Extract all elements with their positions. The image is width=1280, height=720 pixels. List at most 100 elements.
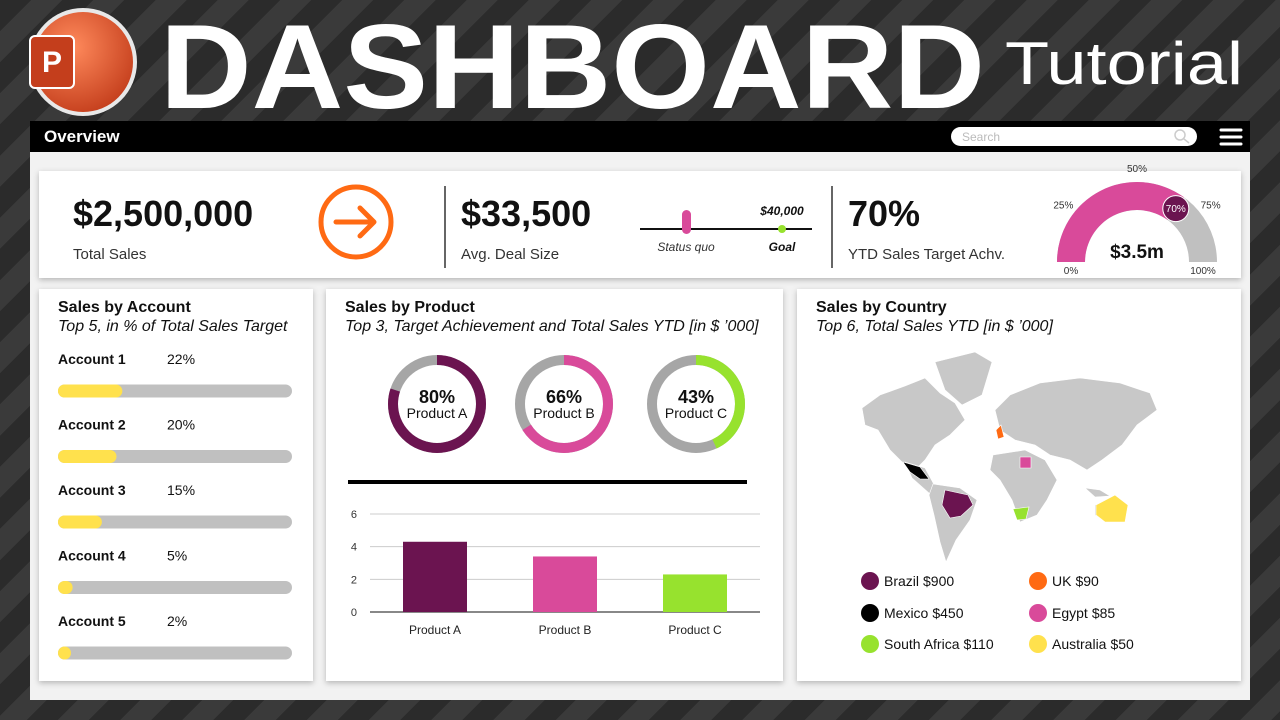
menu-button[interactable]: [1219, 128, 1243, 146]
gauge-marker-label: 70%: [1166, 204, 1186, 215]
status-label: Status quo: [657, 240, 715, 254]
account-value: 22%: [167, 351, 195, 367]
legend-entry: Egypt $85: [1052, 605, 1115, 621]
gauge-tick-label: 25%: [1053, 200, 1073, 211]
gauge-tick-label: 0%: [1064, 266, 1079, 277]
search-placeholder: Search: [962, 130, 1000, 144]
y-tick-label: 2: [351, 574, 357, 586]
legend-name: UK: [1052, 573, 1072, 589]
legend-name: Brazil: [884, 573, 919, 589]
kpi-value: $2,500,000: [73, 193, 253, 234]
y-tick-label: 0: [351, 607, 357, 619]
x-tick-label: Product A: [409, 623, 461, 637]
gauge-value: [1057, 182, 1185, 262]
legend-dot: [1029, 604, 1047, 622]
card-title: Sales by Country: [816, 299, 947, 316]
legend-dot: [1029, 635, 1047, 653]
card-subtitle: Top 3, Target Achievement and Total Sale…: [345, 318, 759, 335]
search-icon-handle: [1183, 138, 1190, 144]
account-card: [39, 289, 313, 681]
map-highlights: [902, 424, 1129, 523]
donut-value-label: 43%: [678, 387, 714, 407]
card-title: Sales by Account: [58, 299, 191, 316]
logo-tile: [29, 35, 75, 89]
account-label: Account 4: [58, 548, 126, 564]
legend-value: $90: [1075, 573, 1099, 589]
kpi-label: Avg. Deal Size: [461, 246, 559, 263]
gauge-marker: [1162, 195, 1190, 223]
bar: [533, 556, 597, 612]
slider-marker: [682, 210, 691, 234]
subtitle: Tutorial: [1005, 30, 1243, 97]
kpi-value: $33,500: [461, 193, 591, 234]
bar: [663, 574, 727, 612]
goal-dot: [778, 225, 786, 233]
map-country: [1019, 456, 1032, 469]
y-tick-label: 6: [351, 509, 357, 521]
search-icon: [1174, 129, 1186, 141]
legend-name: South Africa: [884, 636, 960, 652]
gauge-center: $3.5m: [1110, 242, 1164, 263]
legend-entry: UK $90: [1052, 573, 1099, 589]
legend-value: $110: [964, 636, 994, 652]
account-label: Account 1: [58, 351, 126, 367]
account-value: 20%: [167, 417, 195, 433]
kpi-value: 70%: [848, 193, 920, 234]
account-value: 15%: [167, 482, 195, 498]
account-value: 2%: [167, 613, 187, 629]
donut-value-label: 66%: [546, 387, 582, 407]
goal-label: Goal: [769, 240, 796, 254]
kpi-label: YTD Sales Target Achv.: [848, 246, 1005, 263]
account-label: Account 2: [58, 417, 126, 433]
account-label: Account 3: [58, 482, 126, 498]
y-tick-label: 4: [351, 542, 357, 554]
legend-entry: Brazil $900: [884, 573, 954, 589]
legend-value: $450: [932, 605, 963, 621]
search-box[interactable]: [951, 127, 1197, 146]
card-subtitle: Top 6, Total Sales YTD [in $ ’000]: [816, 318, 1053, 335]
card-subtitle: Top 5, in % of Total Sales Target: [58, 318, 288, 335]
donut-value: [515, 355, 613, 453]
account-label: Account 5: [58, 613, 126, 629]
map-country: [1095, 494, 1129, 523]
arrow-icon: [318, 184, 394, 260]
legend-dot: [861, 572, 879, 590]
kpi-label: Total Sales: [73, 246, 146, 263]
legend-entry: Australia $50: [1052, 636, 1134, 652]
map-country: [1012, 506, 1030, 521]
legend-value: $85: [1092, 605, 1116, 621]
product-card: [326, 289, 783, 681]
legend-dot: [861, 635, 879, 653]
map-country: [941, 489, 974, 519]
legend-value: $50: [1110, 636, 1134, 652]
arrow: [333, 205, 377, 239]
bar: [403, 541, 467, 612]
donut-value: [388, 355, 486, 453]
x-tick-label: Product C: [668, 623, 722, 637]
x-tick-label: Product B: [539, 623, 592, 637]
title: DASHBOARD: [160, 0, 985, 134]
kpi-card: [39, 171, 1241, 278]
gauge-tick-label: 50%: [1127, 164, 1147, 175]
donut-label: Product C: [665, 405, 727, 421]
gauge-tick-label: 75%: [1201, 200, 1221, 211]
goal-value: $40,000: [759, 204, 804, 218]
legend-entry: South Africa $110: [884, 636, 994, 652]
gauge-tick-label: 100%: [1190, 266, 1216, 277]
world-map: [861, 351, 1158, 563]
account-value: 5%: [167, 548, 187, 564]
donut-label: Product A: [407, 405, 468, 421]
map-country: [995, 424, 1005, 440]
legend-value: $900: [923, 573, 954, 589]
donut-value-label: 80%: [419, 387, 455, 407]
legend-dot: [861, 604, 879, 622]
legend-dot: [1029, 572, 1047, 590]
legend-name: Egypt: [1052, 605, 1088, 621]
map-country: [902, 461, 930, 480]
donut-label: Product B: [533, 405, 594, 421]
card-title: Sales by Product: [345, 299, 475, 316]
legend-name: Australia: [1052, 636, 1107, 652]
logo-letter: P: [42, 46, 62, 79]
